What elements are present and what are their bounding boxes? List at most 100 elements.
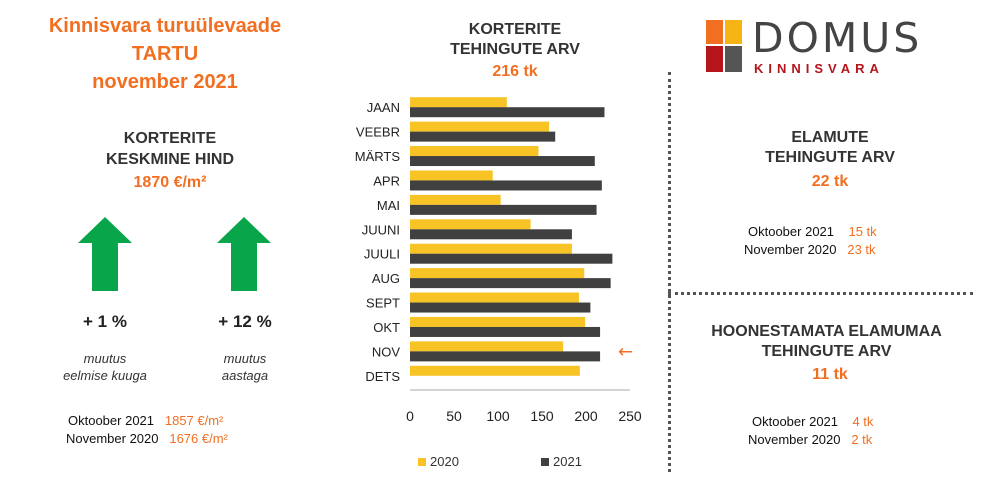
chart-heading: KORTERITE TEHINGUTE ARV (385, 20, 645, 60)
bar-2021-veebr (410, 131, 556, 142)
report-title-line2: TARTU (131, 43, 199, 65)
report-title-line3: november 2021 (92, 71, 238, 93)
avg-price-heading-line2: KESKMINE HIND (105, 151, 234, 168)
vertical-dotted-divider (668, 72, 671, 472)
report-title: Kinnisvara turuülevaade TARTU november 2… (0, 12, 330, 96)
avg-price-heading: KORTERITE KESKMINE HIND (40, 128, 300, 170)
category-label: OKT (373, 320, 400, 335)
yearly-up-arrow-icon (217, 217, 271, 291)
land-heading: HOONESTAMATA ELAMUMAA TEHINGUTE ARV (670, 322, 983, 362)
land-comparison-row: Oktoober 2021 4 tk (752, 414, 873, 429)
monthly-note-line1: muutus (83, 351, 127, 366)
logo-wordmark: DOMUS (752, 14, 923, 62)
chart-heading-line2: TEHINGUTE ARV (450, 41, 580, 58)
land-cmp-value: 2 tk (851, 432, 873, 447)
bar-2021-apr (410, 180, 602, 191)
yearly-note-line1: muutus (223, 351, 267, 366)
houses-heading: ELAMUTE TEHINGUTE ARV (700, 128, 960, 168)
bar-2021-märts (410, 156, 595, 167)
x-tick-label: 250 (618, 408, 642, 424)
bar-2020-aug (410, 268, 585, 279)
bar-2020-jaan (410, 97, 507, 108)
bar-2020-juuni (410, 219, 531, 230)
category-label: MAI (377, 198, 400, 213)
logo-subtitle: KINNISVARA (754, 61, 884, 76)
land-heading-line1: HOONESTAMATA ELAMUMAA (711, 323, 942, 340)
houses-comparison-row: Oktoober 2021 15 tk (748, 224, 877, 239)
bar-2021-juuli (410, 253, 613, 264)
bar-2021-nov (410, 351, 601, 362)
bar-2020-apr (410, 170, 493, 181)
domus-logo-mark-icon (706, 20, 742, 72)
houses-heading-line2: TEHINGUTE ARV (765, 149, 895, 166)
yearly-change: + 12 % (218, 312, 272, 331)
bar-2020-okt (410, 316, 586, 327)
bar-2020-märts (410, 146, 539, 157)
houses-cmp-label: November 2020 (744, 242, 837, 257)
category-label: NOV (372, 344, 401, 359)
x-tick-label: 200 (574, 408, 598, 424)
category-label: JUULI (364, 247, 400, 262)
legend-item-2021: 2021 (541, 454, 582, 469)
chart-heading-line1: KORTERITE (468, 21, 562, 38)
houses-cmp-label: Oktoober 2021 (748, 224, 835, 239)
monthly-change: + 1 % (83, 312, 127, 331)
legend-label-2020: 2020 (430, 454, 459, 469)
category-label: AUG (372, 271, 400, 286)
land-cmp-label: November 2020 (748, 432, 841, 447)
houses-cmp-value: 15 tk (848, 224, 877, 239)
category-label: JAAN (367, 100, 400, 115)
category-label: SEPT (366, 296, 400, 311)
houses-cmp-value: 23 tk (847, 242, 876, 257)
report-title-line1: Kinnisvara turuülevaade (48, 15, 282, 37)
bar-2021-mai (410, 204, 597, 215)
price-cmp-label: Oktoober 2021 (68, 413, 155, 428)
avg-price-value: 1870 €/m² (133, 174, 207, 191)
bar-2020-mai (410, 194, 501, 205)
price-comparison-row: Oktoober 2021 1857 €/m² (68, 413, 223, 428)
x-tick-label: 0 (406, 408, 414, 424)
category-label: APR (373, 173, 400, 188)
bar-2020-juuli (410, 243, 572, 254)
x-tick-label: 150 (530, 408, 554, 424)
category-label: VEEBR (356, 125, 400, 140)
yearly-note-line2: aastaga (221, 368, 269, 383)
houses-value: 22 tk (811, 173, 849, 190)
bar-2021-aug (410, 278, 611, 289)
bar-2021-okt (410, 326, 601, 337)
houses-comparison-row: November 2020 23 tk (744, 242, 876, 257)
price-comparison-row: November 2020 1676 €/m² (66, 431, 228, 446)
bar-2020-nov (410, 341, 564, 352)
chart-total: 216 tk (492, 63, 538, 80)
monthly-note-line2: eelmise kuuga (63, 368, 147, 383)
legend-label-2021: 2021 (553, 454, 582, 469)
horizontal-dotted-divider (668, 292, 973, 295)
bar-2021-juuni (410, 229, 572, 240)
legend-swatch-2021 (541, 457, 549, 466)
legend-item-2020: 2020 (418, 454, 459, 469)
price-cmp-label: November 2020 (66, 431, 159, 446)
category-label: DETS (365, 369, 400, 384)
category-label: JUUNI (362, 222, 400, 237)
avg-price-heading-line1: KORTERITE (123, 130, 217, 147)
houses-heading-line1: ELAMUTE (791, 129, 869, 146)
legend-swatch-2020 (418, 457, 426, 466)
land-heading-line2: TEHINGUTE ARV (761, 343, 892, 360)
monthly-change-note: muutus eelmise kuuga (35, 350, 175, 384)
price-cmp-value: 1676 €/m² (169, 431, 228, 446)
transactions-bar-chart: JAAN VEEBR MÄRTS APR MAI JUUNI JUULI AUG SEPT OKT… (355, 97, 642, 424)
highlight-arrow-icon: ← (618, 341, 633, 362)
bar-2021-jaan (410, 107, 605, 118)
land-cmp-label: Oktoober 2021 (752, 414, 839, 429)
yearly-change-note: muutus aastaga (175, 350, 315, 384)
x-tick-label: 50 (446, 408, 462, 424)
price-cmp-value: 1857 €/m² (164, 413, 224, 428)
bar-2021-sept (410, 302, 591, 313)
monthly-up-arrow-icon (78, 217, 132, 291)
land-comparison-row: November 2020 2 tk (748, 432, 872, 447)
bar-2020-dets (410, 365, 580, 376)
bar-2020-veebr (410, 121, 550, 132)
land-value: 11 tk (812, 366, 848, 383)
category-label: MÄRTS (355, 149, 401, 164)
bar-2020-sept (410, 292, 579, 303)
